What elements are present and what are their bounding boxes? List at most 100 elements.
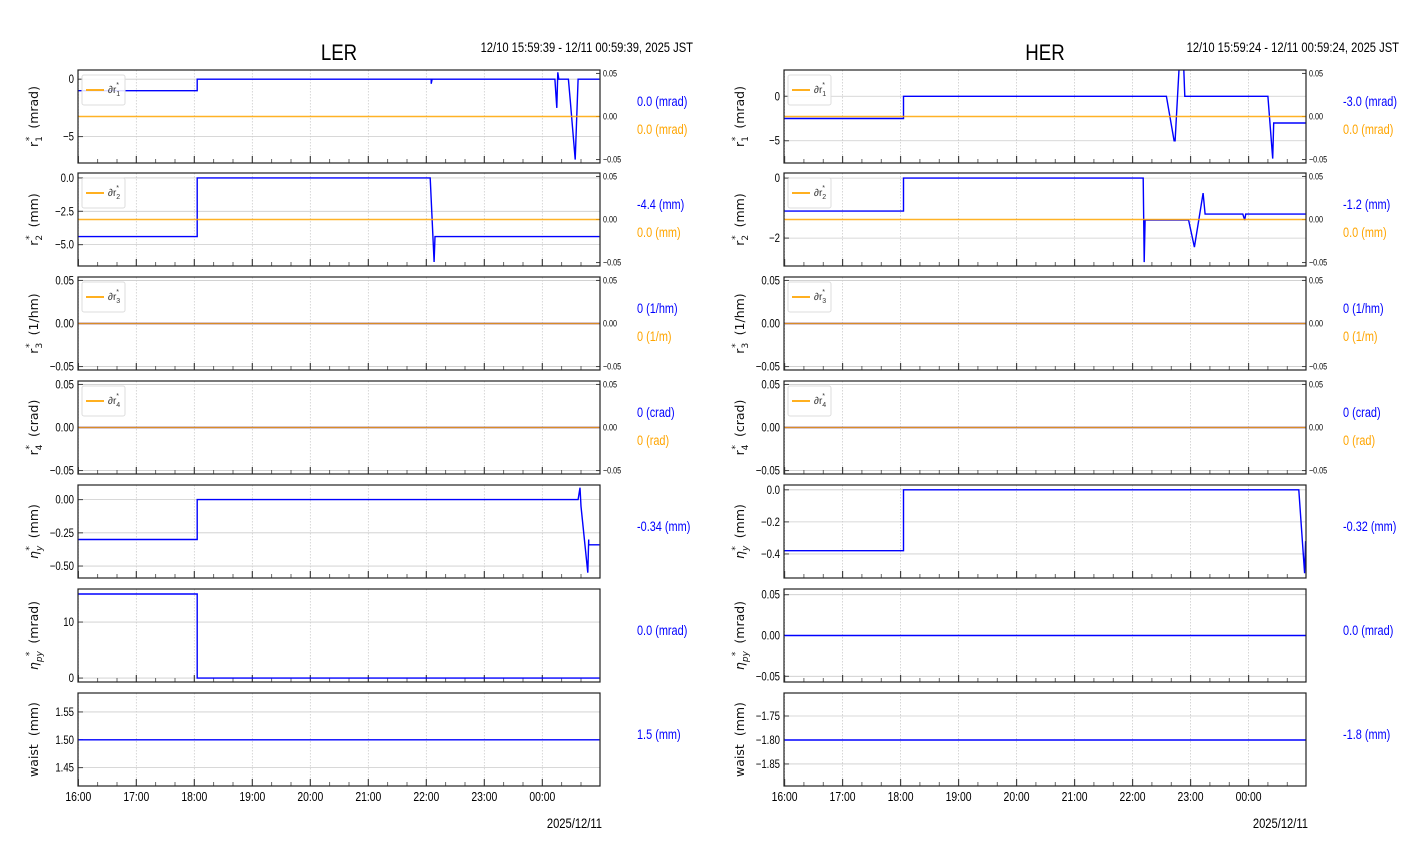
y-tick-label: −2 (769, 232, 780, 245)
y-tick-label: −0.4 (761, 548, 780, 561)
panel-title: LER (321, 42, 357, 66)
subplot-5: 0.00 −0.25 −0.50 ηy* (mm) -0.34 (mm) (25, 484, 690, 579)
y-label-unit: (mm) (26, 504, 41, 542)
delta-value-label: 0.0 (mm) (1343, 225, 1387, 241)
legend-label: ∂r3 * (108, 289, 120, 305)
y-tick-label: −0.50 (50, 560, 74, 573)
x-tick-label: 21:00 (355, 790, 381, 804)
y-tick-label: −0.25 (50, 527, 74, 540)
y-label-unit: (mrad) (26, 86, 41, 133)
x-tick-label: 16:00 (772, 790, 798, 804)
y-axis-label: waist (mm) (26, 702, 41, 777)
current-value-label: 0 (1/hm) (1343, 301, 1384, 317)
y-tick-label: 1.55 (55, 706, 74, 719)
y-tick-label: −0.05 (50, 361, 74, 374)
y-label-unit: (mm) (26, 193, 41, 231)
legend: ∂r3 * (787, 281, 832, 313)
y-label-star: * (25, 235, 35, 240)
right-y-tick-label: −0.05 (603, 155, 622, 165)
y-axis-label: ηy* (mm) (731, 504, 751, 559)
panel-her: HER 12/10 15:59:24 - 12/11 00:59:24, 2025… (731, 40, 1399, 831)
y-axis-label: r1* (mrad) (731, 86, 751, 147)
y-axis-label: ηpy* (mrad) (25, 601, 45, 670)
delta-value-label: 0 (1/m) (637, 329, 672, 345)
subplot-6: 10 0 ηpy* (mrad) 0.0 (mrad) (25, 588, 687, 685)
current-value-label: 0 (crad) (637, 405, 675, 421)
x-tick-label: 18:00 (888, 790, 914, 804)
y-label-symbol: r (26, 449, 41, 455)
legend: ∂r1 * (787, 74, 832, 106)
value-series-line (78, 177, 600, 263)
delta-value-label: 0.0 (mm) (637, 225, 681, 241)
y-tick-label: 0.0 (61, 172, 74, 185)
y-tick-label: 0.00 (761, 318, 780, 331)
legend-star: * (116, 185, 119, 192)
y-tick-label: 0 (775, 90, 780, 103)
right-y-tick-label: 0.00 (603, 112, 617, 122)
x-tick-label: 19:00 (239, 790, 265, 804)
legend: ∂r4 * (81, 385, 126, 417)
y-tick-label: −5 (63, 131, 74, 144)
legend-label: ∂r4 * (108, 393, 120, 409)
y-label-subscript: 4 (741, 444, 751, 450)
y-tick-label: −1.80 (756, 734, 780, 747)
legend: ∂r1 * (81, 74, 126, 106)
y-label-symbol: r (732, 449, 747, 455)
right-y-tick-label: −0.05 (603, 362, 622, 372)
y-label-symbol: r (26, 240, 41, 246)
plot-frame (77, 692, 601, 787)
y-tick-label: 0.05 (55, 275, 74, 288)
y-label-unit: (mm) (732, 193, 747, 231)
y-axis-label: waist (mm) (732, 702, 747, 777)
y-label-unit: (crad) (26, 400, 41, 441)
legend-label: ∂r2 * (814, 185, 826, 201)
legend-star: * (822, 289, 825, 296)
y-label-symbol: η (26, 662, 41, 670)
y-tick-label: 0 (69, 73, 74, 86)
legend-subscript: 1 (116, 91, 120, 98)
y-tick-label: −1.75 (756, 710, 780, 723)
legend-star: * (822, 82, 825, 89)
current-value-label: -4.4 (mm) (637, 197, 684, 213)
y-label-symbol: r (732, 141, 747, 147)
y-tick-label: 10 (63, 616, 74, 629)
right-y-tick-label: −0.05 (1309, 362, 1328, 372)
right-y-tick-label: −0.05 (603, 466, 622, 476)
legend-subscript: 1 (822, 91, 826, 98)
y-label-unit: (mm) (732, 702, 747, 740)
legend-symbol: ∂r (108, 396, 117, 407)
legend: ∂r2 * (81, 177, 126, 209)
current-value-label: -3.0 (mrad) (1343, 94, 1397, 110)
y-axis-label: r3* (1/hm) (731, 293, 751, 353)
y-label-subscript: 3 (741, 343, 751, 349)
y-label-star: * (25, 651, 35, 656)
y-tick-label: 0.05 (761, 379, 780, 392)
legend-symbol: ∂r (814, 85, 823, 96)
y-label-star: * (731, 444, 741, 449)
plot-frame (77, 588, 601, 683)
y-label-subscript: 2 (741, 235, 751, 241)
y-tick-label: 0.00 (55, 422, 74, 435)
y-label-unit: (crad) (732, 400, 747, 441)
x-tick-label: 20:00 (1004, 790, 1030, 804)
date-label: 2025/12/11 (1253, 816, 1308, 831)
y-label-symbol: r (26, 141, 41, 147)
y-label-subscript: 4 (35, 444, 45, 450)
y-label-star: * (731, 343, 741, 348)
legend-star: * (116, 289, 119, 296)
y-tick-label: 0.05 (55, 379, 74, 392)
y-label-unit: (1/hm) (732, 293, 747, 339)
legend: ∂r2 * (787, 177, 832, 209)
right-y-tick-label: 0.05 (603, 69, 617, 79)
legend-subscript: 2 (116, 194, 120, 201)
legend-star: * (822, 185, 825, 192)
right-y-tick-label: 0.05 (603, 276, 617, 286)
y-label-symbol: r (732, 348, 747, 354)
y-axis-label: ηpy* (mrad) (731, 601, 751, 670)
x-tick-label: 20:00 (297, 790, 323, 804)
value-series-line (78, 593, 600, 679)
y-label-subscript: y (35, 545, 45, 552)
x-tick-label: 18:00 (181, 790, 207, 804)
y-label-symbol: waist (732, 744, 747, 777)
plot-frame (77, 380, 601, 475)
